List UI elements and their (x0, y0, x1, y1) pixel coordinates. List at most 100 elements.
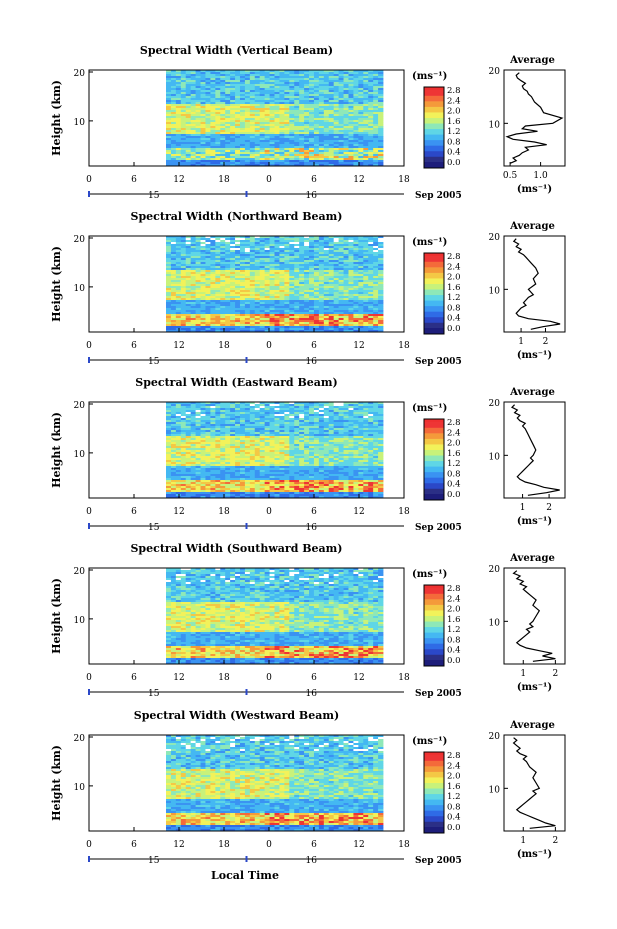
colorbar-segment (424, 134, 444, 141)
heatmap-cell (279, 306, 285, 309)
heatmap-cell (318, 240, 325, 243)
heatmap-cell (205, 140, 211, 143)
heatmap-cell (235, 102, 241, 105)
heatmap-cell (373, 322, 379, 325)
heatmap-cell (363, 72, 369, 75)
heatmap-cell (175, 414, 182, 417)
heatmap-cell (190, 314, 196, 317)
heatmap-cell (264, 132, 270, 135)
heatmap-cell (264, 156, 270, 159)
heatmap-cell (373, 320, 379, 323)
heatmap-cell (166, 326, 172, 329)
heatmap-cell (338, 328, 344, 331)
heatmap-cell (185, 296, 192, 299)
heatmap-cell (333, 100, 340, 103)
heatmap-cell (239, 98, 246, 101)
heatmap-cell (333, 76, 340, 79)
heatmap-cell (195, 146, 201, 149)
heatmap-cell (348, 428, 354, 431)
heatmap-cell (279, 156, 285, 159)
heatmap-cell (313, 322, 320, 325)
heatmap-cell (180, 326, 187, 329)
heatmap-cell (284, 136, 290, 139)
heatmap-cell (185, 312, 192, 315)
heatmap-cell (289, 84, 295, 87)
heatmap-cell (235, 420, 241, 423)
heatmap-cell (333, 158, 340, 161)
heatmap-cell (249, 240, 256, 243)
heatmap-cell (215, 98, 221, 101)
heatmap-cell (230, 80, 236, 83)
heatmap-cell (175, 294, 182, 297)
heatmap-cell (338, 124, 344, 127)
heatmap-cell (378, 424, 384, 427)
heatmap-cell (225, 302, 231, 305)
heatmap-cell (343, 294, 349, 297)
heatmap-cell (166, 280, 172, 283)
heatmap-cell (313, 288, 320, 291)
heatmap-cell (284, 82, 290, 85)
heatmap-cell (279, 84, 285, 87)
heatmap-cell (353, 72, 359, 75)
heatmap-cell (358, 306, 364, 309)
heatmap-cell (269, 266, 275, 269)
heatmap-cell (205, 146, 211, 149)
heatmap-cell (284, 274, 290, 277)
heatmap-cell (166, 76, 172, 79)
heatmap-cell (313, 98, 320, 101)
heatmap-cell (175, 268, 182, 271)
heatmap-cell (378, 142, 384, 145)
heatmap-cell (190, 84, 196, 87)
heatmap-cell (210, 128, 216, 131)
heatmap-cell (215, 70, 221, 73)
heatmap-cell (254, 94, 261, 97)
heatmap-cell (195, 262, 201, 265)
heatmap-cell (254, 408, 261, 411)
heatmap-cell (348, 262, 354, 265)
heatmap-cell (215, 428, 221, 431)
heatmap-cell (190, 88, 196, 91)
heatmap-cell (294, 98, 300, 101)
heatmap-cell (254, 100, 261, 103)
heatmap-cell (210, 416, 216, 419)
heatmap-cell (353, 116, 359, 119)
heatmap-cell (180, 148, 187, 151)
heatmap-cell (323, 236, 330, 239)
heatmap-cell (235, 154, 241, 157)
heatmap-cell (348, 294, 354, 297)
heatmap-cell (190, 76, 196, 79)
heatmap-cell (363, 238, 369, 241)
heatmap-cell (190, 252, 196, 255)
heatmap-cell (343, 98, 349, 101)
heatmap-cell (304, 120, 310, 123)
heatmap-cell (254, 254, 261, 257)
heatmap-cell (289, 110, 295, 113)
heatmap-cell (373, 278, 379, 281)
heatmap-cell (309, 114, 315, 117)
heatmap-cell (195, 162, 201, 165)
heatmap-cell (368, 406, 374, 409)
heatmap-cell (180, 292, 187, 295)
heatmap-cell (215, 280, 221, 283)
heatmap-cell (205, 250, 211, 253)
heatmap-cell (220, 146, 226, 149)
heatmap-cell (323, 252, 330, 255)
heatmap-cell (299, 132, 305, 135)
heatmap-cell (279, 108, 285, 111)
heatmap-cell (333, 306, 340, 309)
heatmap-cell (299, 402, 305, 405)
heatmap-cell (274, 408, 280, 411)
heatmap-cell (249, 296, 256, 299)
heatmap-cell (235, 146, 241, 149)
heatmap-cell (225, 148, 231, 151)
heatmap-cell (180, 160, 187, 163)
heatmap-cell (363, 314, 369, 317)
heatmap-cell (368, 316, 374, 319)
heatmap-cell (373, 118, 379, 121)
heatmap-cell (328, 160, 335, 163)
heatmap-cell (294, 290, 300, 293)
heatmap-cell (269, 414, 275, 417)
heatmap-cell (373, 244, 379, 247)
heatmap-cell (333, 74, 340, 77)
heatmap-cell (323, 110, 330, 113)
